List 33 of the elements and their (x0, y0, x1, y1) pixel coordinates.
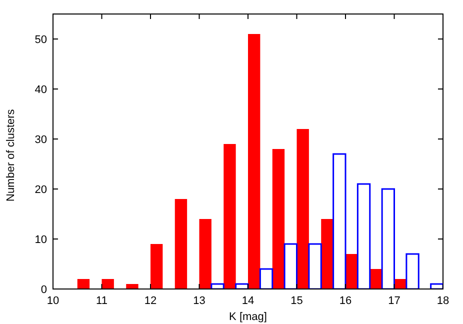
y-tick-label: 40 (34, 84, 47, 96)
bar (296, 129, 309, 289)
x-axis-title: K [mag] (229, 311, 267, 323)
bar (332, 153, 346, 289)
bar (174, 199, 188, 289)
y-tick-label: 10 (34, 234, 47, 246)
bar (356, 183, 371, 289)
x-tick-label: 14 (242, 295, 254, 307)
y-tick-label: 50 (34, 34, 47, 46)
x-tick-label: 16 (339, 295, 352, 307)
bar (381, 188, 395, 289)
bar (77, 279, 90, 289)
x-tick-label: 13 (193, 295, 206, 307)
x-tick-label: 18 (436, 295, 450, 307)
bar (150, 244, 163, 289)
bar (248, 34, 260, 289)
bar (406, 253, 420, 289)
y-axis-title: Number of clusters (4, 108, 17, 202)
y-tick-label: 20 (34, 184, 47, 196)
bar (199, 219, 212, 289)
x-tick-label: 11 (96, 295, 108, 307)
bar (308, 243, 322, 289)
x-tick-label: 12 (144, 295, 157, 307)
bar (126, 284, 138, 289)
bar (284, 243, 298, 289)
x-tick-label: 17 (388, 295, 400, 307)
bar (272, 149, 285, 289)
bar (102, 279, 114, 289)
x-tick-label: 10 (46, 295, 60, 307)
y-tick-label: 30 (34, 134, 47, 146)
x-tick-label: 15 (290, 295, 303, 307)
bar (224, 144, 236, 289)
y-tick-label: 0 (40, 284, 47, 296)
